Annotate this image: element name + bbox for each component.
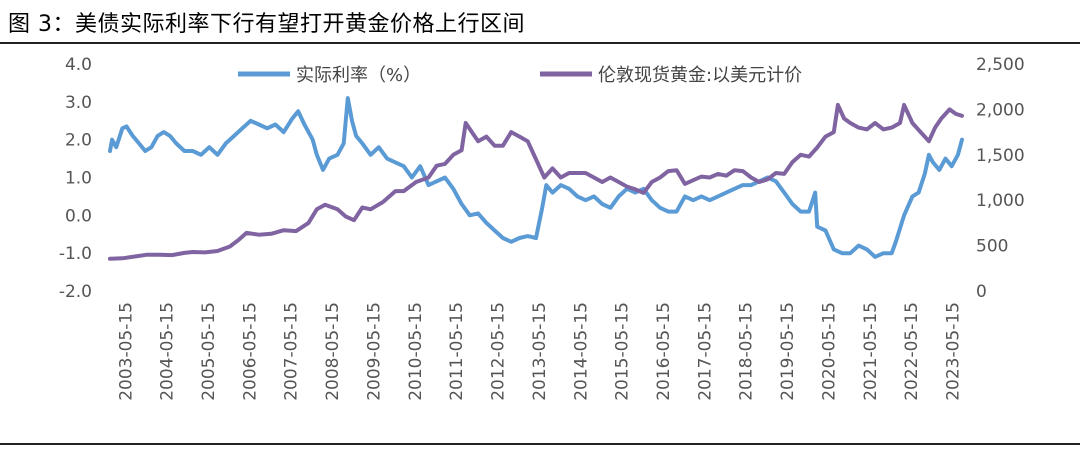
right-tick-label: 0 [976,282,987,302]
x-tick-label: 2007-05-15 [282,302,302,401]
x-tick-label: 2017-05-15 [695,302,715,401]
x-tick-label: 2018-05-15 [737,302,757,401]
x-tick-label: 2009-05-15 [364,302,384,401]
x-tick-label: 2010-05-15 [406,302,426,401]
x-tick-label: 2015-05-15 [613,302,633,401]
left-tick-label: 1.0 [65,169,92,189]
left-axis-ticks: 4.0 3.0 2.0 1.0 0.0 -1.0 -2.0 [59,55,92,302]
x-tick-label: 2014-05-15 [571,302,591,401]
x-axis-ticks: 2003-05-15 2004-05-15 2005-05-15 2006-05-15… [116,302,963,401]
right-tick-label: 2,500 [976,55,1025,75]
left-tick-label: 3.0 [65,93,92,113]
figure-title: 图 3：美债实际利率下行有望打开黄金价格上行区间 [8,12,525,37]
x-tick-label: 2021-05-15 [861,302,881,401]
top-rule [0,42,1080,44]
left-tick-label: -2.0 [59,282,92,302]
x-tick-label: 2022-05-15 [902,302,922,401]
bottom-rule [0,443,1080,445]
x-tick-label: 2008-05-15 [323,302,343,401]
right-tick-label: 500 [976,237,1008,257]
x-tick-label: 2013-05-15 [530,302,550,401]
x-tick-label: 2016-05-15 [654,302,674,401]
right-tick-label: 1,500 [976,146,1025,166]
left-tick-label: 4.0 [65,55,92,75]
x-tick-label: 2004-05-15 [158,302,178,401]
legend-label: 实际利率（%） [296,65,421,86]
x-tick-label: 2020-05-15 [819,302,839,401]
series-line-2 [108,102,964,261]
right-tick-label: 1,000 [976,191,1025,211]
x-tick-label: 2023-05-15 [943,302,963,401]
x-tick-label: 2006-05-15 [240,302,260,401]
right-axis-ticks: 2,500 2,000 1,500 1,000 500 0 [976,55,1025,302]
right-tick-label: 2,000 [976,100,1025,120]
legend: 实际利率（%） 伦敦现货黄金:以美元计价 [238,65,802,86]
x-tick-label: 2012-05-15 [489,302,509,401]
left-tick-label: 0.0 [65,206,92,226]
x-tick-label: 2003-05-15 [116,302,136,401]
series-line-1 [108,96,964,259]
x-tick-label: 2011-05-15 [447,302,467,401]
left-tick-label: -1.0 [59,244,92,264]
legend-label: 伦敦现货黄金:以美元计价 [598,65,802,86]
x-tick-label: 2019-05-15 [778,302,798,401]
series-layer [108,96,964,261]
x-tick-label: 2005-05-15 [199,302,219,401]
left-tick-label: 2.0 [65,131,92,151]
